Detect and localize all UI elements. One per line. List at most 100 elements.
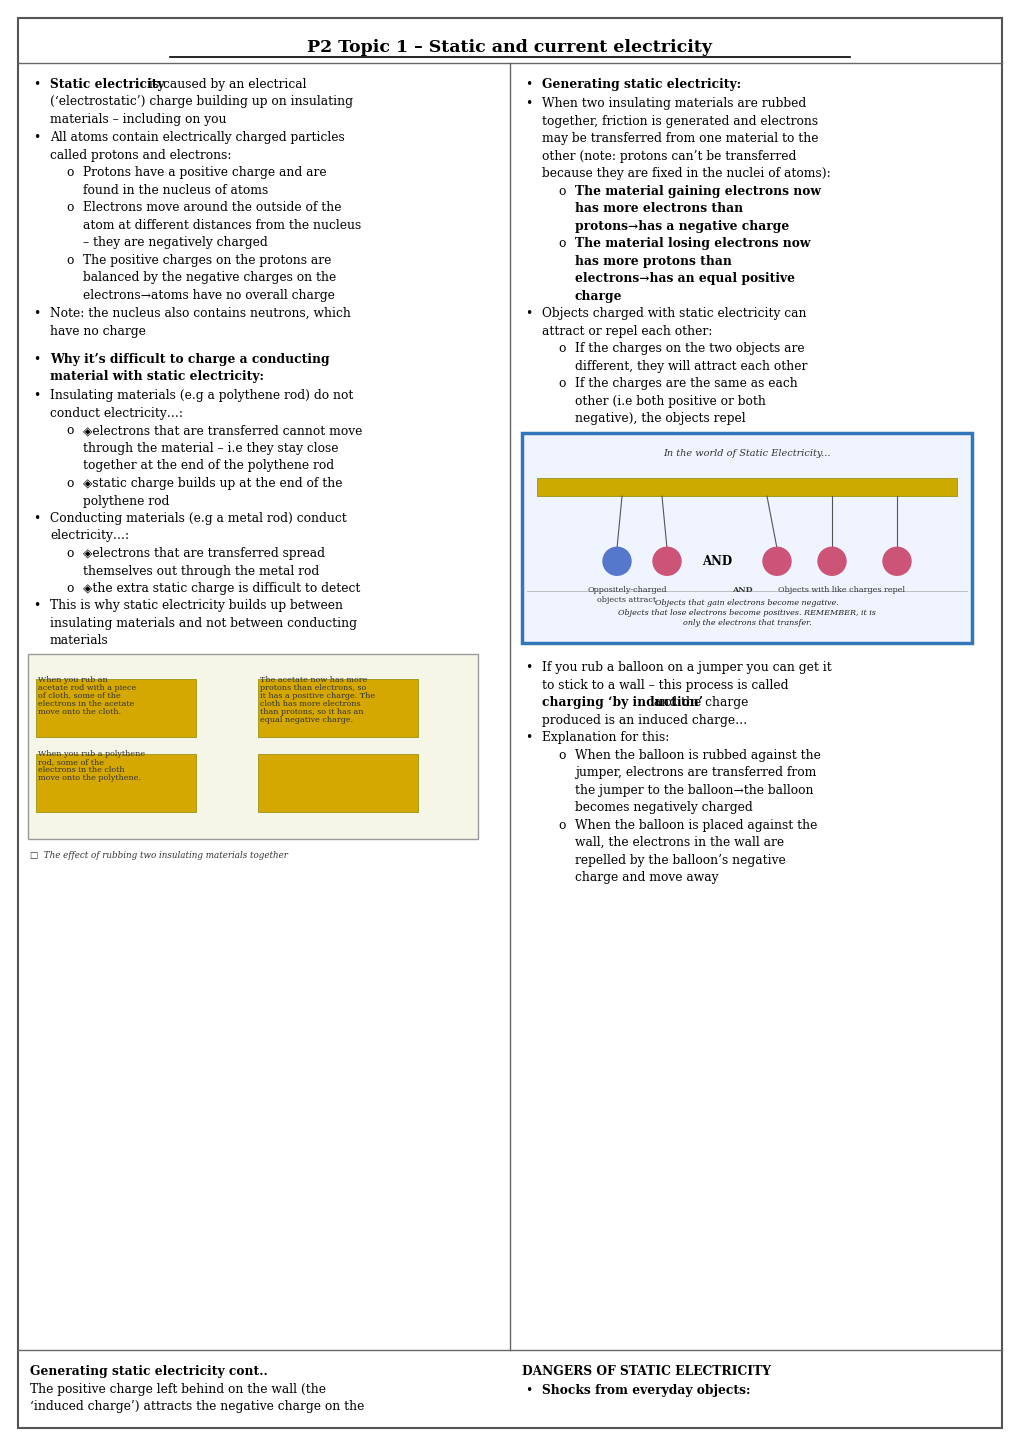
Text: -: - (613, 554, 620, 569)
Text: This is why static electricity builds up between: This is why static electricity builds up… (50, 599, 342, 612)
Text: •: • (33, 390, 40, 403)
Text: o: o (557, 749, 565, 762)
Circle shape (762, 547, 790, 576)
Text: atom at different distances from the nucleus: atom at different distances from the nuc… (83, 219, 361, 232)
Text: Objects that lose electrons become positives. REMEMBER, it is: Objects that lose electrons become posit… (618, 609, 875, 618)
Text: AND: AND (731, 586, 752, 595)
Text: •: • (33, 131, 40, 144)
Text: Static electricity: Static electricity (50, 78, 164, 91)
Text: conduct electricity…:: conduct electricity…: (50, 407, 182, 420)
Text: Protons have a positive charge and are: Protons have a positive charge and are (83, 166, 326, 179)
Text: •: • (525, 732, 532, 745)
Text: •: • (33, 512, 40, 525)
Bar (28, 654, 478, 838)
Text: The acetate now has more: The acetate now has more (260, 675, 367, 684)
Text: Generating static electricity:: Generating static electricity: (541, 78, 741, 91)
Text: protons→has a negative charge: protons→has a negative charge (575, 219, 789, 232)
Text: cloth has more electrons: cloth has more electrons (260, 700, 361, 707)
Text: and the charge: and the charge (649, 697, 748, 710)
Text: insulating materials and not between conducting: insulating materials and not between con… (50, 618, 357, 631)
Text: material with static electricity:: material with static electricity: (50, 371, 264, 384)
Text: Shocks from everyday objects:: Shocks from everyday objects: (541, 1384, 750, 1397)
Text: Note: the nucleus also contains neutrons, which: Note: the nucleus also contains neutrons… (50, 307, 351, 320)
Text: electrons→has an equal positive: electrons→has an equal positive (575, 273, 794, 286)
Text: to stick to a wall – this process is called: to stick to a wall – this process is cal… (541, 678, 788, 691)
Text: found in the nucleus of atoms: found in the nucleus of atoms (83, 183, 268, 196)
Bar (36, 678, 196, 736)
Text: rod, some of the: rod, some of the (38, 759, 104, 766)
Text: o: o (557, 342, 565, 355)
Text: When you rub an: When you rub an (38, 675, 108, 684)
Text: becomes negatively charged: becomes negatively charged (575, 801, 752, 814)
Text: through the material – i.e they stay close: through the material – i.e they stay clo… (83, 442, 338, 455)
Text: only the electrons that transfer.: only the electrons that transfer. (682, 619, 810, 628)
Text: Objects with like charges repel: Objects with like charges repel (777, 586, 905, 595)
Text: than protons, so it has an: than protons, so it has an (260, 707, 363, 716)
Text: repelled by the balloon’s negative: repelled by the balloon’s negative (575, 854, 785, 867)
Bar (522, 433, 971, 644)
Text: The material losing electrons now: The material losing electrons now (575, 237, 809, 250)
Text: it has a positive charge. The: it has a positive charge. The (260, 691, 375, 700)
Text: themselves out through the metal rod: themselves out through the metal rod (83, 564, 319, 577)
Text: o: o (66, 424, 73, 437)
Text: Explanation for this:: Explanation for this: (541, 732, 668, 745)
Text: (‘electrostatic’) charge building up on insulating: (‘electrostatic’) charge building up on … (50, 95, 353, 108)
Text: P2 Topic 1 – Static and current electricity: P2 Topic 1 – Static and current electric… (307, 39, 712, 56)
Bar (36, 753, 196, 811)
Text: AND: AND (701, 554, 732, 567)
Text: Conducting materials (e.g a metal rod) conduct: Conducting materials (e.g a metal rod) c… (50, 512, 346, 525)
Circle shape (882, 547, 910, 576)
Text: The positive charge left behind on the wall (the: The positive charge left behind on the w… (30, 1382, 326, 1395)
Text: charge and move away: charge and move away (575, 872, 717, 885)
Text: Why it’s difficult to charge a conducting: Why it’s difficult to charge a conductin… (50, 352, 329, 365)
Text: o: o (66, 547, 73, 560)
Text: +: + (891, 554, 902, 569)
Text: materials: materials (50, 635, 109, 648)
Text: •: • (33, 307, 40, 320)
Text: The material gaining electrons now: The material gaining electrons now (575, 185, 820, 198)
Text: •: • (525, 307, 532, 320)
Text: negative), the objects repel: negative), the objects repel (575, 413, 745, 426)
Text: produced is an induced charge…: produced is an induced charge… (541, 714, 747, 727)
Text: +: + (770, 554, 782, 569)
Text: balanced by the negative charges on the: balanced by the negative charges on the (83, 271, 336, 284)
Text: o: o (557, 818, 565, 831)
Text: together at the end of the polythene rod: together at the end of the polythene rod (83, 459, 334, 472)
Text: equal negative charge.: equal negative charge. (260, 716, 353, 723)
Text: o: o (66, 582, 73, 595)
Text: The positive charges on the protons are: The positive charges on the protons are (83, 254, 331, 267)
Text: +: + (825, 554, 837, 569)
Text: attract or repel each other:: attract or repel each other: (541, 325, 711, 338)
Text: other (i.e both positive or both: other (i.e both positive or both (575, 395, 765, 408)
Text: is caused by an electrical: is caused by an electrical (145, 78, 306, 91)
Text: called protons and electrons:: called protons and electrons: (50, 149, 231, 162)
Text: DANGERS OF STATIC ELECTRICITY: DANGERS OF STATIC ELECTRICITY (522, 1365, 770, 1378)
Text: ◈electrons that are transferred cannot move: ◈electrons that are transferred cannot m… (83, 424, 362, 437)
Text: o: o (557, 377, 565, 390)
Text: polythene rod: polythene rod (83, 495, 169, 508)
Text: electrons in the acetate: electrons in the acetate (38, 700, 135, 707)
Text: ◈static charge builds up at the end of the: ◈static charge builds up at the end of t… (83, 478, 342, 491)
Text: may be transferred from one material to the: may be transferred from one material to … (541, 133, 817, 146)
Text: When the balloon is rubbed against the: When the balloon is rubbed against the (575, 749, 820, 762)
Text: If the charges are the same as each: If the charges are the same as each (575, 377, 797, 390)
Text: If the charges on the two objects are: If the charges on the two objects are (575, 342, 804, 355)
Text: ◈the extra static charge is difficult to detect: ◈the extra static charge is difficult to… (83, 582, 360, 595)
Text: o: o (66, 254, 73, 267)
Text: different, they will attract each other: different, they will attract each other (575, 359, 807, 372)
Text: o: o (66, 166, 73, 179)
Text: has more protons than: has more protons than (575, 255, 732, 268)
Bar (258, 678, 418, 736)
Text: o: o (66, 478, 73, 491)
Text: When two insulating materials are rubbed: When two insulating materials are rubbed (541, 97, 805, 110)
Text: •: • (525, 78, 532, 91)
Text: o: o (66, 202, 73, 215)
Text: Oppositely-charged: Oppositely-charged (587, 586, 666, 595)
Text: Insulating materials (e.g a polythene rod) do not: Insulating materials (e.g a polythene ro… (50, 390, 353, 403)
Text: o: o (557, 237, 565, 250)
Text: because they are fixed in the nuclei of atoms):: because they are fixed in the nuclei of … (541, 167, 829, 180)
Text: protons than electrons, so: protons than electrons, so (260, 684, 366, 691)
Text: the jumper to the balloon→the balloon: the jumper to the balloon→the balloon (575, 784, 813, 797)
Text: charging ‘by induction’: charging ‘by induction’ (541, 697, 702, 710)
Circle shape (602, 547, 631, 576)
